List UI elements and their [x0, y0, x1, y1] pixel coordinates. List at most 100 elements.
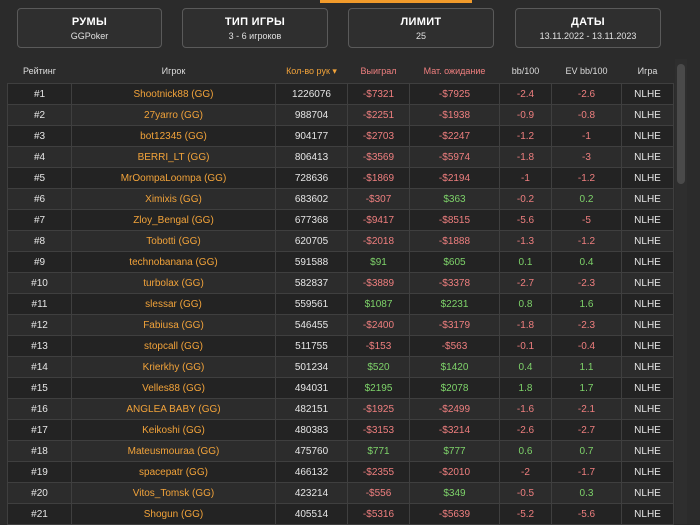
- game-cell: NLHE: [621, 356, 674, 378]
- table-row[interactable]: #16 ANGLEA BABY (GG) 482151 -$1925 -$2499 -1.…: [7, 398, 674, 420]
- player-cell[interactable]: slessar (GG): [71, 293, 276, 315]
- column-header-game[interactable]: Игра: [621, 59, 674, 84]
- won-cell: -$5316: [347, 503, 410, 525]
- ev-cell: -$5639: [409, 503, 500, 525]
- evbb100-cell: -1.2: [551, 167, 622, 189]
- limit-filter-button[interactable]: ЛИМИТ 25: [348, 8, 494, 48]
- table-row[interactable]: #15 Velles88 (GG) 494031 $2195 $2078 1.8 1.7 NL…: [7, 377, 674, 399]
- won-cell: -$9417: [347, 209, 410, 231]
- player-cell[interactable]: MrOompaLoompa (GG): [71, 167, 276, 189]
- ev-cell: -$1938: [409, 104, 500, 126]
- column-header-won[interactable]: Выиграл: [347, 59, 410, 84]
- evbb100-cell: -1.2: [551, 230, 622, 252]
- ev-cell: $605: [409, 251, 500, 273]
- bb100-cell: -5.6: [499, 209, 552, 231]
- table-row[interactable]: #10 turbolax (GG) 582837 -$3889 -$3378 -2.7 -2…: [7, 272, 674, 294]
- player-cell[interactable]: bot12345 (GG): [71, 125, 276, 147]
- evbb100-cell: -2.3: [551, 314, 622, 336]
- player-cell[interactable]: BERRI_LT (GG): [71, 146, 276, 168]
- leaderboard-table-container: Рейтинг Игрок Кол-во рук ▾ Выиграл Мат. …: [7, 59, 674, 525]
- rank-cell: #8: [7, 230, 72, 252]
- won-cell: $520: [347, 356, 410, 378]
- table-row[interactable]: #8 Tobotti (GG) 620705 -$2018 -$1888 -1.3 -1.2…: [7, 230, 674, 252]
- table-row[interactable]: #5 MrOompaLoompa (GG) 728636 -$1869 -$2194 -1…: [7, 167, 674, 189]
- player-cell[interactable]: stopcall (GG): [71, 335, 276, 357]
- column-header-hands-label: Кол-во рук: [286, 65, 330, 76]
- player-cell[interactable]: ANGLEA BABY (GG): [71, 398, 276, 420]
- hands-cell: 482151: [275, 398, 348, 420]
- won-cell: $1087: [347, 293, 410, 315]
- table-row[interactable]: #12 Fabiusa (GG) 546455 -$2400 -$3179 -1.8 -2.…: [7, 314, 674, 336]
- table-row[interactable]: #1 Shootnick88 (GG) 1226076 -$7321 -$7925 -2.…: [7, 83, 674, 105]
- ev-cell: -$2499: [409, 398, 500, 420]
- won-cell: $91: [347, 251, 410, 273]
- bb100-cell: -2.4: [499, 83, 552, 105]
- hands-cell: 405514: [275, 503, 348, 525]
- column-header-player[interactable]: Игрок: [71, 59, 276, 84]
- rank-cell: #6: [7, 188, 72, 210]
- table-row[interactable]: #19 spacepatr (GG) 466132 -$2355 -$2010 -2 -1.…: [7, 461, 674, 483]
- player-cell[interactable]: Zloy_Bengal (GG): [71, 209, 276, 231]
- table-row[interactable]: #20 Vitos_Tomsk (GG) 423214 -$556 $349 -0.5 0.…: [7, 482, 674, 504]
- table-row[interactable]: #21 Shogun (GG) 405514 -$5316 -$5639 -5.2 -5.6…: [7, 503, 674, 525]
- player-cell[interactable]: 27yarro (GG): [71, 104, 276, 126]
- column-header-bb100[interactable]: bb/100: [499, 59, 552, 84]
- player-cell[interactable]: turbolax (GG): [71, 272, 276, 294]
- dates-filter-button[interactable]: ДАТЫ 13.11.2022 - 13.11.2023: [515, 8, 661, 48]
- table-row[interactable]: #3 bot12345 (GG) 904177 -$2703 -$2247 -1.2 -1 N…: [7, 125, 674, 147]
- rank-cell: #12: [7, 314, 72, 336]
- player-cell[interactable]: Velles88 (GG): [71, 377, 276, 399]
- game-cell: NLHE: [621, 209, 674, 231]
- player-cell[interactable]: Tobotti (GG): [71, 230, 276, 252]
- scrollbar-thumb[interactable]: [677, 64, 685, 184]
- column-header-ev[interactable]: Мат. ожидание: [409, 59, 500, 84]
- column-header-evbb100[interactable]: EV bb/100: [551, 59, 622, 84]
- hands-cell: 546455: [275, 314, 348, 336]
- table-row[interactable]: #17 Keikoshi (GG) 480383 -$3153 -$3214 -2.6 -2…: [7, 419, 674, 441]
- hands-cell: 475760: [275, 440, 348, 462]
- player-cell[interactable]: Mateusmouraa (GG): [71, 440, 276, 462]
- player-cell[interactable]: Fabiusa (GG): [71, 314, 276, 336]
- player-cell[interactable]: Vitos_Tomsk (GG): [71, 482, 276, 504]
- game-type-filter-button[interactable]: ТИП ИГРЫ 3 - 6 игроков: [182, 8, 328, 48]
- bb100-cell: -1.6: [499, 398, 552, 420]
- bb100-cell: -1.3: [499, 230, 552, 252]
- table-scrollbar[interactable]: [675, 59, 687, 524]
- ev-cell: $777: [409, 440, 500, 462]
- rank-cell: #15: [7, 377, 72, 399]
- player-cell[interactable]: technobanana (GG): [71, 251, 276, 273]
- table-row[interactable]: #18 Mateusmouraa (GG) 475760 $771 $777 0.6 0.7…: [7, 440, 674, 462]
- limit-filter-value: 25: [415, 31, 426, 41]
- ev-cell: $2231: [409, 293, 500, 315]
- active-tab-indicator: [320, 0, 472, 3]
- rank-cell: #20: [7, 482, 72, 504]
- player-cell[interactable]: Krierkhy (GG): [71, 356, 276, 378]
- ev-cell: -$563: [409, 335, 500, 357]
- column-header-hands[interactable]: Кол-во рук ▾: [275, 59, 348, 84]
- table-row[interactable]: #9 technobanana (GG) 591588 $91 $605 0.1 0.4 NL…: [7, 251, 674, 273]
- game-cell: NLHE: [621, 419, 674, 441]
- table-row[interactable]: #6 Ximixis (GG) 683602 -$307 $363 -0.2 0.2 NLHE: [7, 188, 674, 210]
- player-cell[interactable]: Keikoshi (GG): [71, 419, 276, 441]
- game-cell: NLHE: [621, 503, 674, 525]
- game-cell: NLHE: [621, 251, 674, 273]
- table-row[interactable]: #11 slessar (GG) 559561 $1087 $2231 0.8 1.6 NLH…: [7, 293, 674, 315]
- table-row[interactable]: #14 Krierkhy (GG) 501234 $520 $1420 0.4 1.1 NLH…: [7, 356, 674, 378]
- player-cell[interactable]: Shootnick88 (GG): [71, 83, 276, 105]
- evbb100-cell: 1.7: [551, 377, 622, 399]
- hands-cell: 582837: [275, 272, 348, 294]
- player-cell[interactable]: Ximixis (GG): [71, 188, 276, 210]
- table-row[interactable]: #4 BERRI_LT (GG) 806413 -$3569 -$5974 -1.8 -3 N…: [7, 146, 674, 168]
- won-cell: -$2703: [347, 125, 410, 147]
- hands-cell: 423214: [275, 482, 348, 504]
- table-row[interactable]: #7 Zloy_Bengal (GG) 677368 -$9417 -$8515 -5.6…: [7, 209, 674, 231]
- rooms-filter-value: GGPoker: [70, 31, 109, 41]
- rooms-filter-button[interactable]: РУМЫ GGPoker: [17, 8, 162, 48]
- player-cell[interactable]: Shogun (GG): [71, 503, 276, 525]
- player-cell[interactable]: spacepatr (GG): [71, 461, 276, 483]
- table-row[interactable]: #13 stopcall (GG) 511755 -$153 -$563 -0.1 -0.4…: [7, 335, 674, 357]
- ev-cell: -$3378: [409, 272, 500, 294]
- evbb100-cell: -2.7: [551, 419, 622, 441]
- table-row[interactable]: #2 27yarro (GG) 988704 -$2251 -$1938 -0.9 -0.8…: [7, 104, 674, 126]
- column-header-rank[interactable]: Рейтинг: [7, 59, 72, 84]
